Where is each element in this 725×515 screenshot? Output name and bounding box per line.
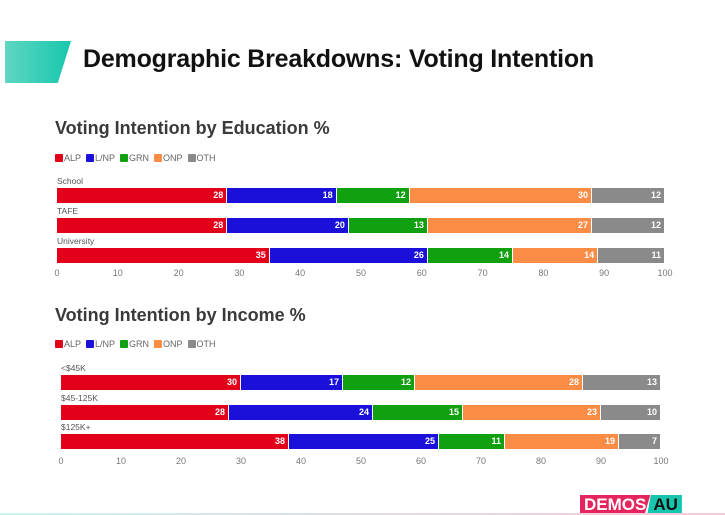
category-label: University [57, 236, 95, 246]
bar-segment-alp: 28 [61, 405, 229, 420]
bar-segment-alp: 35 [57, 248, 270, 263]
legend-item-grn: GRN [120, 153, 149, 163]
legend-item-lnp: L/NP [86, 153, 115, 163]
x-tick-label: 10 [112, 268, 123, 278]
x-tick-label: 0 [58, 456, 64, 466]
bar-segment-oth: 12 [592, 218, 665, 233]
legend-label: OTH [196, 153, 216, 163]
bar-segment-alp: 28 [57, 218, 228, 233]
legend-item-onp: ONP [154, 339, 183, 349]
legend-swatch [120, 340, 129, 348]
chart-legend: ALP L/NP GRN ONP OTH [55, 339, 216, 349]
legend-swatch [55, 340, 63, 348]
bar-segment-onp: 27 [427, 218, 593, 233]
legend-label: L/NP [95, 153, 116, 163]
x-tick-label: 20 [173, 268, 184, 278]
page-title: Demographic Breakdowns: Voting Intention [83, 45, 595, 73]
legend-swatch [187, 340, 196, 348]
legend-label: GRN [129, 153, 150, 163]
legend-item-lnp: L/NP [86, 339, 115, 349]
legend-label: ONP [163, 339, 183, 349]
legend-swatch [86, 340, 95, 348]
legend-item-onp: ONP [154, 153, 183, 163]
bar-segment-oth: 12 [592, 188, 665, 203]
legend-swatch [86, 154, 95, 162]
x-tick-label: 60 [416, 268, 427, 278]
bar-segment-onp: 30 [409, 188, 593, 203]
legend-item-oth: OTH [187, 153, 216, 163]
bar-segment-onp: 23 [463, 405, 601, 420]
bar-segment-onp: 19 [505, 434, 619, 449]
legend-swatch [120, 154, 129, 162]
legend-item-grn: GRN [120, 339, 149, 349]
logo-au: AU [647, 495, 682, 514]
legend-label: ONP [163, 153, 183, 163]
bar-segment-lnp: 25 [289, 434, 439, 449]
bar-segment-grn: 13 [348, 218, 428, 233]
legend-label: OTH [196, 339, 216, 349]
x-tick-label: 90 [595, 456, 607, 466]
chart-title: Voting Intention by Education % [55, 118, 330, 138]
legend-label: L/NP [95, 339, 116, 349]
legend-swatch [154, 154, 163, 162]
chart-title: Voting Intention by Income % [55, 305, 306, 325]
x-tick-label: 0 [54, 268, 60, 278]
x-tick-label: 50 [355, 456, 367, 466]
legend-item-oth: OTH [187, 339, 216, 349]
legend-item-alp: ALP [55, 153, 81, 163]
bar-segment-lnp: 18 [227, 188, 337, 203]
demos-au-logo: DEMOS AU [580, 495, 682, 514]
x-tick-label: 80 [538, 268, 549, 278]
category-label: <$45K [61, 363, 86, 373]
category-label: TAFE [57, 206, 79, 216]
x-tick-label: 60 [415, 456, 427, 466]
bar-segment-grn: 14 [427, 248, 513, 263]
bar-segment-onp: 28 [415, 375, 583, 390]
x-tick-label: 100 [653, 456, 669, 466]
legend-label: GRN [129, 339, 150, 349]
legend-label: ALP [64, 153, 82, 163]
legend-item-alp: ALP [55, 339, 81, 349]
legend-swatch [55, 154, 63, 162]
bar-segment-grn: 15 [373, 405, 463, 420]
x-tick-label: 90 [599, 268, 610, 278]
x-tick-label: 70 [477, 268, 488, 278]
category-label: School [57, 176, 83, 186]
category-label: $45-125K [61, 393, 98, 403]
bar-segment-lnp: 26 [269, 248, 428, 263]
bar-segment-grn: 11 [439, 434, 505, 449]
bar-segment-oth: 7 [619, 434, 661, 449]
category-label: $125K+ [61, 422, 91, 432]
x-tick-label: 50 [355, 268, 367, 278]
logo-demos: DEMOS [580, 495, 651, 514]
x-tick-label: 40 [295, 456, 307, 466]
x-tick-label: 70 [475, 456, 487, 466]
bar-segment-onp: 14 [513, 248, 599, 263]
footer-line [0, 513, 725, 515]
bar-segment-alp: 30 [61, 375, 241, 390]
bar-segment-lnp: 17 [241, 375, 343, 390]
header-banner-shape [5, 41, 71, 83]
chart-legend: ALP L/NP GRN ONP OTH [55, 153, 216, 163]
bar-segment-oth: 10 [601, 405, 661, 420]
x-tick-label: 100 [657, 268, 673, 278]
x-tick-label: 10 [115, 456, 127, 466]
bar-segment-oth: 13 [583, 375, 661, 390]
bar-segment-grn: 12 [343, 375, 415, 390]
x-tick-label: 30 [235, 456, 247, 466]
x-tick-label: 30 [234, 268, 245, 278]
x-tick-label: 40 [295, 268, 306, 278]
bar-segment-alp: 28 [57, 188, 228, 203]
bar-segment-alp: 38 [61, 434, 289, 449]
x-tick-label: 20 [175, 456, 187, 466]
bar-segment-lnp: 24 [229, 405, 373, 420]
x-tick-label: 80 [535, 456, 547, 466]
legend-label: ALP [64, 339, 82, 349]
bar-segment-lnp: 20 [227, 218, 349, 233]
bar-segment-oth: 11 [598, 248, 665, 263]
bar-segment-grn: 12 [336, 188, 410, 203]
legend-swatch [154, 340, 163, 348]
legend-swatch [187, 154, 196, 162]
